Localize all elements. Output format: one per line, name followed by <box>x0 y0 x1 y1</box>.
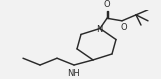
Text: N: N <box>96 25 102 34</box>
Text: O: O <box>121 23 127 32</box>
Text: O: O <box>104 0 110 9</box>
Text: NH: NH <box>68 69 80 78</box>
